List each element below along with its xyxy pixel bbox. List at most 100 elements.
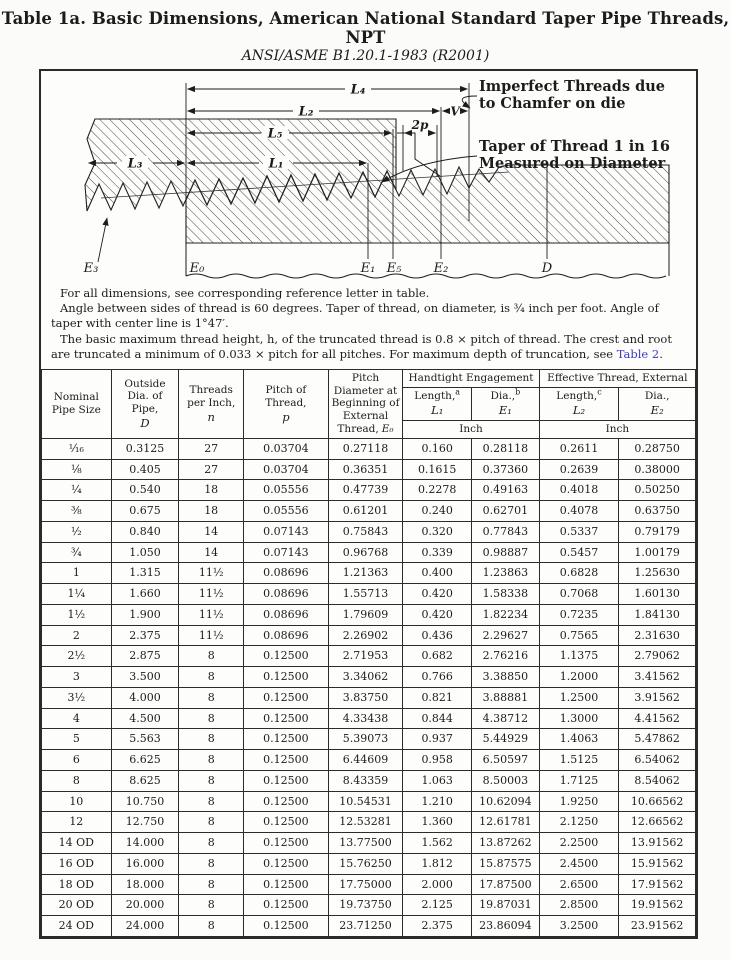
value-cell: 1.050 xyxy=(110,541,180,564)
value-cell: 0.49163 xyxy=(471,479,540,502)
table-2-link[interactable]: Table 2 xyxy=(616,346,660,361)
ref-label-e0: E₀ xyxy=(189,261,205,276)
unit-header-inch-handtight: Inch xyxy=(402,419,540,439)
annotation-taper-line1: Taper of Thread 1 in 16 xyxy=(479,138,670,155)
value-cell: 0.7068 xyxy=(538,583,620,605)
die-chamfer-outline xyxy=(397,132,441,177)
table-row: ⅜ 0.675 18 0.05556 0.61201 0.240 0.62701 0.4078… xyxy=(41,500,696,522)
value-cell: 8 xyxy=(178,873,245,896)
value-cell: 1.7125 xyxy=(538,769,620,792)
value-cell: 19.87031 xyxy=(471,894,540,917)
value-cell: 1.55713 xyxy=(327,583,404,605)
value-cell: 23.71250 xyxy=(327,915,404,937)
pipe-size-cell: ¹⁄₁₆ xyxy=(41,437,112,460)
value-cell: 3.2500 xyxy=(538,915,620,937)
pipe-size-cell: 16 OD xyxy=(41,852,112,875)
col-header-dia-e2: Dia., E₂ xyxy=(618,387,696,421)
value-cell: 19.91562 xyxy=(618,894,696,917)
value-cell: 0.2278 xyxy=(402,479,473,502)
value-cell: 0.50250 xyxy=(618,479,696,502)
value-cell: 4.33438 xyxy=(327,707,404,730)
value-cell: 2.000 xyxy=(402,873,473,896)
pipe-size-cell: 24 OD xyxy=(41,915,112,937)
ref-label-e5: E₅ xyxy=(386,261,402,276)
pipe-size-cell: 10 xyxy=(41,790,112,813)
value-cell: 0.160 xyxy=(402,437,473,460)
table-row: 24 OD 24.000 8 0.12500 23.71250 2.375 23.86094… xyxy=(41,915,696,937)
value-cell: 0.12500 xyxy=(243,707,329,730)
value-cell: 3.83750 xyxy=(327,686,404,709)
table-body: ¹⁄₁₆ 0.3125 27 0.03704 0.27118 0.160 0.28118 0.… xyxy=(41,437,696,937)
pipe-size-cell: 5 xyxy=(41,728,112,751)
table-row: 4 4.500 8 0.12500 4.33438 0.844 4.38712 1.3000 4… xyxy=(41,707,696,730)
value-cell: 0.36351 xyxy=(327,458,404,481)
pipe-size-cell: 14 OD xyxy=(41,832,112,854)
value-cell: 0.766 xyxy=(402,666,473,688)
value-cell: 0.7565 xyxy=(538,624,620,647)
table-row: 1¼ 1.660 11½ 0.08696 1.55713 0.420 1.58338 0.70… xyxy=(41,583,696,605)
value-cell: 8 xyxy=(178,769,245,792)
pipe-size-cell: 1¼ xyxy=(41,583,112,605)
value-cell: 0.12500 xyxy=(243,749,329,771)
value-cell: 0.12500 xyxy=(243,666,329,688)
value-cell: 27 xyxy=(178,458,245,481)
value-cell: 0.840 xyxy=(110,520,180,543)
annotation-imperfect-threads-line1: Imperfect Threads due xyxy=(479,78,665,95)
value-cell: 20.000 xyxy=(110,894,180,917)
value-cell: 13.77500 xyxy=(327,832,404,854)
table-row: 5 5.563 8 0.12500 5.39073 0.937 5.44929 1.4063 5… xyxy=(41,728,696,751)
pipe-size-cell: 6 xyxy=(41,749,112,771)
col-header-nominal-pipe-size: Nominal Pipe Size xyxy=(41,368,112,439)
pipe-size-cell: 12 xyxy=(41,811,112,834)
table-row: 2 2.375 11½ 0.08696 2.26902 0.436 2.29627 0.756… xyxy=(41,624,696,647)
value-cell: 0.420 xyxy=(402,583,473,605)
dim-label-l5: L₅ xyxy=(267,127,283,142)
value-cell: 10.750 xyxy=(110,790,180,813)
unit-header-inch-effective: Inch xyxy=(538,419,697,439)
break-lines xyxy=(185,243,670,279)
value-cell: 1.00179 xyxy=(618,541,696,564)
value-cell: 0.79179 xyxy=(618,520,696,543)
value-cell: 0.08696 xyxy=(243,624,329,647)
value-cell: 0.03704 xyxy=(243,437,329,460)
col-header-dia-e1: Dia.,b E₁ xyxy=(471,387,540,421)
value-cell: 1.21363 xyxy=(327,562,404,585)
value-cell: 19.73750 xyxy=(327,894,404,917)
value-cell: 12.61781 xyxy=(471,811,540,834)
pipe-size-cell: ½ xyxy=(41,520,112,543)
value-cell: 24.000 xyxy=(110,915,180,937)
col-header-outside-dia: Outside Dia. of Pipe, D xyxy=(110,368,180,439)
annotation-taper-line2: Measured on Diameter xyxy=(479,155,666,172)
value-cell: 0.339 xyxy=(402,541,473,564)
value-cell: 8 xyxy=(178,645,245,668)
value-cell: 12.66562 xyxy=(618,811,696,834)
value-cell: 2.375 xyxy=(110,624,180,647)
value-cell: 0.75843 xyxy=(327,520,404,543)
standard-designation: ANSI/ASME B1.20.1-1983 (R2001) xyxy=(241,48,490,64)
value-cell: 11½ xyxy=(178,603,245,626)
value-cell: 8.50003 xyxy=(471,769,540,792)
table-row: ¹⁄₁₆ 0.3125 27 0.03704 0.27118 0.160 0.28118 0.… xyxy=(41,437,696,460)
dim-label-l4: L₄ xyxy=(350,83,366,98)
value-cell: 1.210 xyxy=(402,790,473,813)
value-cell: 3.38850 xyxy=(471,666,540,688)
pipe-size-cell: 1 xyxy=(41,562,112,585)
value-cell: 2.4500 xyxy=(538,852,620,875)
value-cell: 0.3125 xyxy=(110,437,180,460)
value-cell: 8 xyxy=(178,832,245,854)
table-row: 10 10.750 8 0.12500 10.54531 1.210 10.62094 1.9… xyxy=(41,790,696,813)
value-cell: 0.05556 xyxy=(243,500,329,522)
pipe-size-cell: ⅛ xyxy=(41,458,112,481)
value-cell: 5.39073 xyxy=(327,728,404,751)
value-cell: 0.47739 xyxy=(327,479,404,502)
value-cell: 2.79062 xyxy=(618,645,696,668)
col-header-threads-per-inch: Threads per Inch, n xyxy=(178,368,245,439)
table-row: 8 8.625 8 0.12500 8.43359 1.063 8.50003 1.7125 8… xyxy=(41,769,696,792)
ref-label-e2: E₂ xyxy=(433,261,449,276)
value-cell: 0.958 xyxy=(402,749,473,771)
value-cell: 3.500 xyxy=(110,666,180,688)
value-cell: 0.844 xyxy=(402,707,473,730)
group-header-handtight-engagement: Handtight Engagement xyxy=(402,368,540,389)
dim-label-l2: L₂ xyxy=(298,105,314,120)
value-cell: 2.125 xyxy=(402,894,473,917)
